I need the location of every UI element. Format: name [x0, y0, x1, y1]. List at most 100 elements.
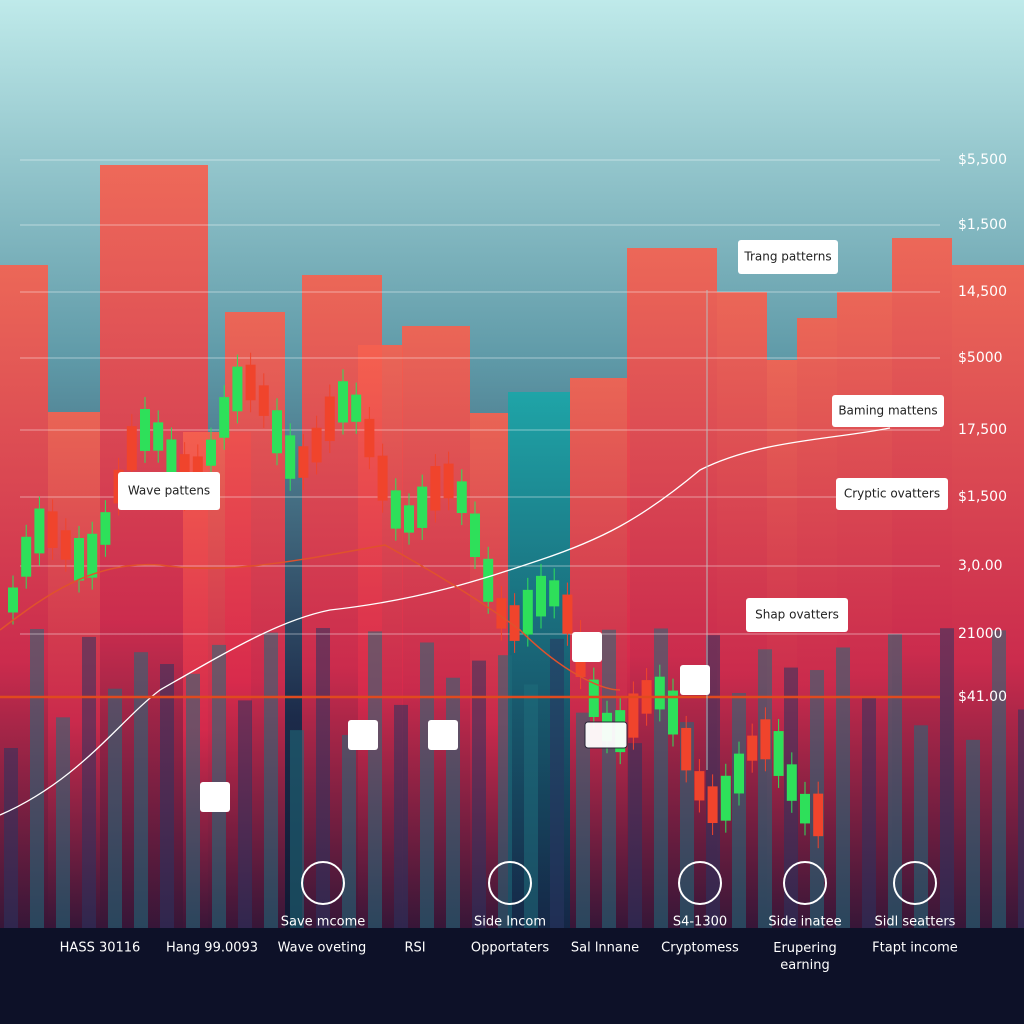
ma-line: [0, 544, 621, 691]
footer-label: Sal lnnane: [571, 941, 639, 956]
candle-body: [443, 463, 454, 499]
candle-body: [509, 605, 520, 641]
candle-body: [773, 731, 784, 776]
candle-body: [522, 589, 533, 635]
volume-bar: [420, 642, 434, 928]
icon-box: [428, 720, 458, 750]
footer-label: HASS 30116: [60, 941, 141, 956]
candle-body: [21, 536, 32, 577]
candle-body: [34, 508, 45, 554]
axis-label: $1,500: [958, 217, 1007, 233]
icon-box: [680, 665, 710, 695]
volume-bar: [472, 660, 486, 928]
candle-body: [668, 690, 678, 735]
volume-bar: [862, 695, 876, 928]
volume-bar: [914, 725, 928, 928]
feature-icon: [301, 861, 345, 905]
candle-body: [47, 511, 58, 548]
icon-box: [348, 720, 378, 750]
candle-body: [549, 580, 560, 607]
callout-box: [832, 395, 944, 427]
axis-label: 3,0.00: [958, 558, 1003, 574]
footer-label: Opportaters: [471, 941, 550, 956]
candle-body: [430, 466, 441, 511]
candle-body: [364, 418, 375, 458]
candle-body: [588, 679, 599, 717]
volume-bar: [732, 693, 746, 928]
candle-body: [311, 427, 322, 463]
candle-body: [100, 512, 111, 545]
callout-box: [836, 478, 948, 510]
volume-bar: [4, 748, 18, 928]
volume-bar: [602, 629, 616, 928]
volume-bar: [940, 628, 954, 928]
volume-bar: [368, 631, 382, 928]
candle-body: [351, 394, 362, 422]
volume-bar: [836, 647, 850, 928]
callout-label: Shap ovatters: [755, 608, 839, 622]
footer-label-line: earning: [780, 958, 829, 973]
footer-label-line: Erupering: [773, 941, 837, 956]
candle-body: [377, 455, 388, 501]
footer-label: RSI: [404, 941, 425, 956]
volume-bar: [576, 712, 590, 928]
candle-body: [786, 764, 797, 801]
volume-bar: [524, 684, 538, 928]
volume-bar: [56, 717, 70, 928]
candle-body: [707, 786, 718, 824]
candle-body: [720, 775, 731, 821]
candle-body: [813, 793, 824, 837]
icon-box: [584, 721, 628, 749]
candle-body: [562, 594, 573, 634]
volume-bar: [628, 743, 642, 928]
candle-body: [74, 538, 84, 581]
candle-body: [628, 693, 639, 738]
axis-label: $5,500: [958, 152, 1007, 168]
feature-icon: [893, 861, 937, 905]
footer-label: Erupering earning: [773, 941, 837, 973]
axis-label: $1,500: [958, 489, 1007, 505]
candle-body: [536, 575, 546, 617]
candle-body: [285, 435, 296, 479]
footer-label: Cryptomess: [661, 941, 739, 956]
volume-bar: [966, 739, 980, 928]
candle-body: [245, 364, 256, 401]
volume-bar: [342, 734, 356, 928]
callout-box: [746, 598, 848, 632]
candle-body: [140, 409, 150, 451]
volume-bar: [888, 634, 902, 928]
candle-body: [760, 719, 771, 760]
candle-body: [800, 793, 810, 824]
candle-body: [232, 366, 243, 412]
axis-label: 21000: [958, 626, 1003, 642]
axis-label: 14,500: [958, 284, 1007, 300]
volume-bar: [680, 722, 694, 928]
volume-bar: [108, 688, 122, 928]
volume-bar: [992, 630, 1006, 928]
volume-bar: [186, 673, 200, 928]
callout-box: [738, 240, 838, 274]
volume-bar: [82, 636, 96, 928]
candle-body: [417, 486, 428, 528]
volume-bar: [1018, 709, 1024, 928]
volume-bar: [394, 704, 408, 928]
candle-body: [153, 422, 164, 451]
candle-body: [126, 426, 137, 471]
volume-bar: [446, 677, 460, 928]
volume-bar: [238, 700, 252, 928]
volume-bar: [550, 638, 564, 928]
candle-body: [404, 505, 414, 533]
feature-icon: [488, 861, 532, 905]
background-bars: [0, 165, 1024, 928]
candle-body: [470, 513, 480, 558]
candle-body: [324, 396, 335, 442]
feature-icon: [678, 861, 722, 905]
candle-body: [298, 446, 309, 478]
candle-body: [8, 587, 18, 613]
feature-label: S4-1300: [673, 915, 727, 930]
candle-body: [681, 727, 692, 771]
trend-line: [0, 427, 891, 816]
candle-body: [338, 381, 348, 423]
callout-label: Cryptic ovatters: [844, 487, 940, 501]
